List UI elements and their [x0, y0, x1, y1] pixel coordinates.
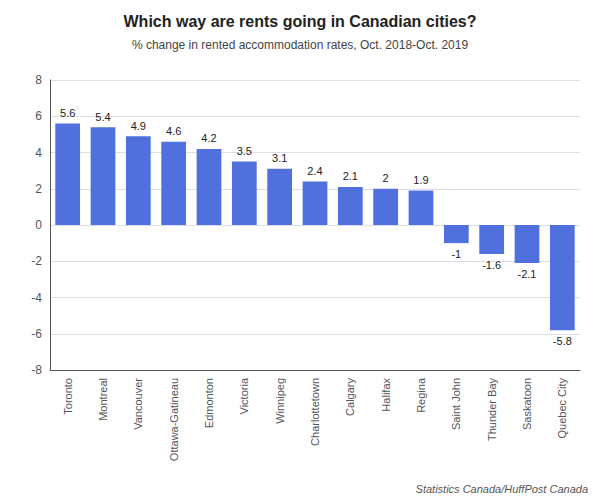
svg-text:4.6: 4.6	[166, 125, 181, 137]
svg-text:Ottawa-Gatineau: Ottawa-Gatineau	[168, 378, 180, 461]
svg-text:-1: -1	[451, 248, 461, 260]
svg-text:Edmonton: Edmonton	[203, 378, 215, 428]
svg-text:Quebec City: Quebec City	[556, 378, 568, 439]
svg-text:8: 8	[35, 73, 42, 87]
svg-text:0: 0	[35, 218, 42, 232]
svg-text:4: 4	[35, 146, 42, 160]
svg-text:Victoria: Victoria	[238, 377, 250, 414]
svg-text:-2: -2	[31, 254, 42, 268]
svg-text:% change in rented accommodati: % change in rented accommodation rates, …	[132, 38, 469, 52]
svg-text:-2.1: -2.1	[518, 268, 537, 280]
svg-text:3.1: 3.1	[272, 152, 287, 164]
svg-text:-6: -6	[31, 327, 42, 341]
svg-text:Saskatoon: Saskatoon	[521, 378, 533, 430]
svg-text:1.9: 1.9	[413, 174, 428, 186]
svg-text:6: 6	[35, 109, 42, 123]
svg-text:Montreal: Montreal	[97, 378, 109, 421]
svg-text:Halifax: Halifax	[380, 378, 392, 412]
svg-text:Statistics Canada/HuffPost Can: Statistics Canada/HuffPost Canada	[416, 483, 588, 495]
svg-text:-1.6: -1.6	[482, 259, 501, 271]
svg-text:Winnipeg: Winnipeg	[274, 378, 286, 424]
svg-text:Regina: Regina	[415, 377, 427, 413]
svg-text:4.9: 4.9	[131, 120, 146, 132]
svg-text:-5.8: -5.8	[553, 335, 572, 347]
svg-text:Saint John: Saint John	[450, 378, 462, 430]
svg-text:4.2: 4.2	[201, 132, 216, 144]
svg-text:Charlottetown: Charlottetown	[309, 378, 321, 446]
svg-text:Vancouver: Vancouver	[132, 378, 144, 430]
svg-text:3.5: 3.5	[237, 145, 252, 157]
svg-text:5.6: 5.6	[60, 107, 75, 119]
svg-text:Toronto: Toronto	[62, 378, 74, 415]
svg-text:Which way are rents going in C: Which way are rents going in Canadian ci…	[124, 13, 477, 30]
svg-text:Calgary: Calgary	[344, 378, 356, 416]
svg-text:2: 2	[35, 182, 42, 196]
svg-text:-4: -4	[31, 291, 42, 305]
svg-text:2.1: 2.1	[343, 170, 358, 182]
svg-text:5.4: 5.4	[95, 111, 110, 123]
svg-text:2: 2	[383, 172, 389, 184]
svg-text:2.4: 2.4	[307, 165, 322, 177]
svg-text:Thunder Bay: Thunder Bay	[486, 378, 498, 441]
svg-text:-8: -8	[31, 363, 42, 377]
